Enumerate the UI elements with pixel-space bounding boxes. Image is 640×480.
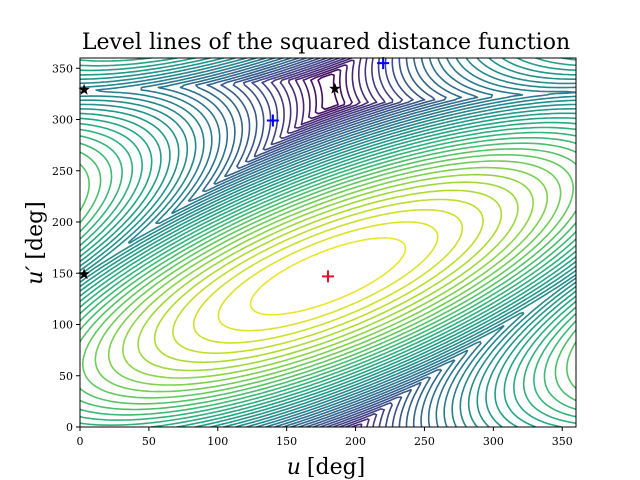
y-tick-label: 350 [52, 62, 73, 75]
contour-level [80, 142, 576, 411]
black-star-marker [78, 268, 90, 280]
x-tick-label: 350 [552, 435, 573, 448]
chart-title: Level lines of the squared distance func… [82, 30, 570, 55]
plot-area-frame [79, 57, 577, 428]
y-tick-label: 50 [59, 370, 73, 383]
x-tick-label: 150 [276, 435, 297, 448]
x-tick-label: 50 [142, 435, 156, 448]
x-tick-label: 250 [414, 435, 435, 448]
blue-plus-marker [266, 114, 279, 127]
contour-level [80, 148, 576, 405]
contour-level [172, 198, 484, 354]
x-tick-label: 100 [207, 435, 228, 448]
contour-level [80, 126, 576, 426]
blue-plus-marker [377, 57, 390, 70]
contour-level [107, 166, 549, 386]
black-star-marker [329, 82, 341, 94]
x-tick-label: 0 [77, 435, 84, 448]
contour-level [249, 237, 407, 316]
y-tick-label: 200 [52, 216, 73, 229]
y-tick-label: 150 [52, 267, 73, 280]
y-tick-label: 0 [66, 421, 73, 434]
red-plus-marker [322, 270, 334, 283]
contour-level [94, 160, 562, 393]
contour-level [137, 181, 519, 372]
x-tick-label: 300 [483, 435, 504, 448]
y-tick-label: 250 [52, 165, 73, 178]
markers-layer [78, 57, 390, 283]
contour-level [302, 64, 353, 120]
contour-level [217, 221, 439, 332]
black-star-marker [78, 83, 90, 95]
contour-level [82, 154, 574, 399]
contour-level [80, 131, 576, 421]
contour-level [294, 59, 361, 126]
contour-level [310, 68, 346, 115]
x-axis-label: u [deg] [287, 455, 366, 480]
y-tick-label: 300 [52, 114, 73, 127]
y-axis-ticks: 0 50 100 150 200 250 300 350 [52, 62, 80, 434]
contour-level [80, 137, 576, 416]
y-axis-label: u′[deg] [23, 201, 48, 285]
contour-level [153, 189, 503, 364]
x-tick-label: 200 [345, 435, 366, 448]
y-tick-label: 100 [52, 319, 73, 332]
x-axis-ticks: 0 50 100 150 200 250 300 350 [77, 427, 573, 448]
contour-level [192, 209, 464, 344]
contour-level [122, 173, 534, 379]
